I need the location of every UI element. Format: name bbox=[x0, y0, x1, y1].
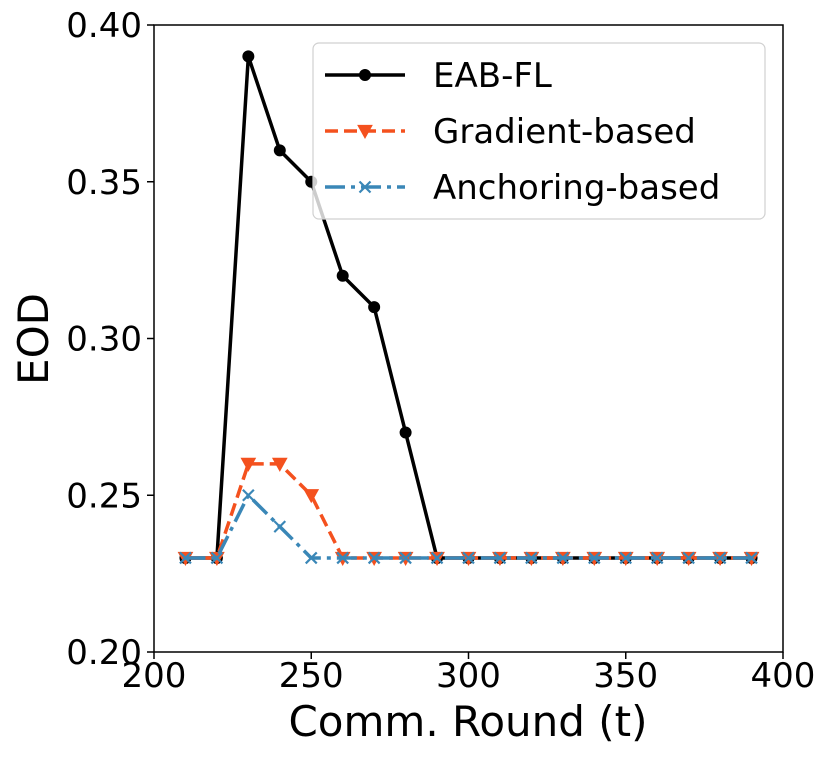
data-point bbox=[242, 50, 255, 63]
legend-label: Gradient-based bbox=[433, 112, 696, 152]
x-tick-label: 200 bbox=[122, 656, 187, 696]
legend-label: EAB-FL bbox=[433, 56, 552, 96]
y-tick-label: 0.35 bbox=[66, 163, 142, 203]
legend-box bbox=[312, 42, 766, 220]
data-point bbox=[462, 551, 475, 565]
data-point bbox=[399, 551, 412, 565]
x-tick-label: 350 bbox=[593, 656, 658, 696]
data-point bbox=[336, 551, 349, 565]
data-point bbox=[273, 520, 287, 533]
data-point bbox=[304, 551, 318, 565]
legend-marker bbox=[359, 69, 371, 81]
data-point bbox=[242, 488, 255, 502]
data-point bbox=[179, 551, 192, 565]
y-tick-label: 0.20 bbox=[66, 633, 142, 673]
plot-area bbox=[177, 50, 760, 566]
legend-marker bbox=[358, 180, 372, 194]
data-point bbox=[240, 457, 257, 472]
y-tick-label: 0.25 bbox=[66, 476, 142, 516]
x-axis-label: Comm. Round (t) bbox=[288, 697, 647, 746]
x-tick-label: 250 bbox=[279, 656, 344, 696]
data-point bbox=[210, 551, 224, 565]
data-point bbox=[493, 551, 507, 565]
x-tick-label: 400 bbox=[751, 656, 816, 696]
data-point bbox=[336, 269, 349, 282]
data-point bbox=[556, 551, 570, 565]
legend: EAB-FL Gradient-based Anchoring-based bbox=[312, 42, 766, 220]
data-point bbox=[745, 551, 758, 565]
data-point bbox=[399, 426, 412, 439]
data-point bbox=[368, 301, 381, 314]
legend-label: Anchoring-based bbox=[433, 168, 720, 208]
x-tick-label: 300 bbox=[436, 656, 501, 696]
data-point bbox=[525, 551, 538, 565]
axes: 200 250 300 350 400 0.20 0.25 0.30 0.35 0.40 bbox=[66, 6, 815, 696]
legend-marker bbox=[357, 124, 373, 140]
data-point bbox=[273, 144, 286, 157]
data-point bbox=[303, 489, 320, 504]
data-point bbox=[367, 551, 381, 565]
data-point bbox=[430, 551, 444, 565]
legend-entry: EAB-FL bbox=[325, 56, 552, 96]
legend-entry: Anchoring-based bbox=[325, 168, 720, 208]
y-tick-label: 0.40 bbox=[66, 6, 142, 46]
data-point bbox=[650, 551, 664, 565]
data-point bbox=[713, 551, 727, 565]
data-point bbox=[682, 551, 695, 565]
data-point bbox=[588, 551, 601, 565]
data-point bbox=[271, 457, 288, 472]
y-tick-label: 0.30 bbox=[66, 320, 142, 360]
data-point bbox=[619, 551, 633, 565]
series-anchoring-based bbox=[179, 488, 758, 565]
legend-entry: Gradient-based bbox=[325, 112, 696, 152]
y-axis-label: EOD bbox=[9, 293, 58, 385]
